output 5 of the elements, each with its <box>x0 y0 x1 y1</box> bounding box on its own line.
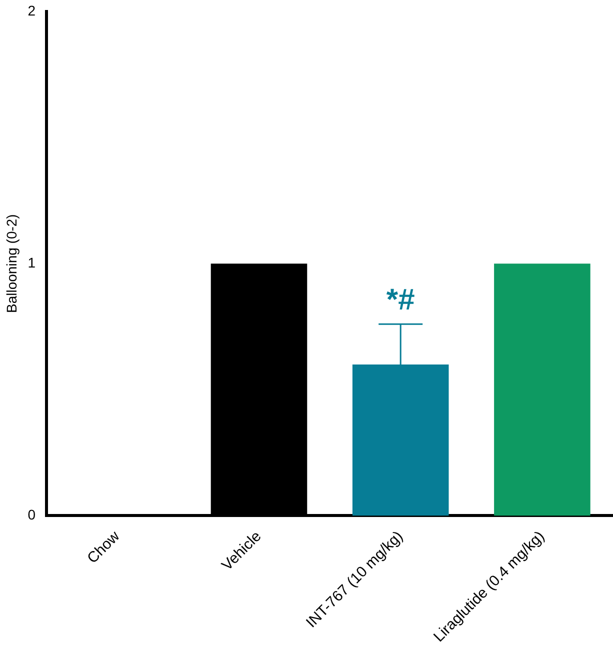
y-tick-label: 0 <box>28 506 36 523</box>
annotation: *# <box>386 283 416 316</box>
y-tick-label: 1 <box>28 254 36 270</box>
y-tick-label: 2 <box>28 2 36 18</box>
y-axis-title: Ballooning (0-2) <box>3 214 20 313</box>
